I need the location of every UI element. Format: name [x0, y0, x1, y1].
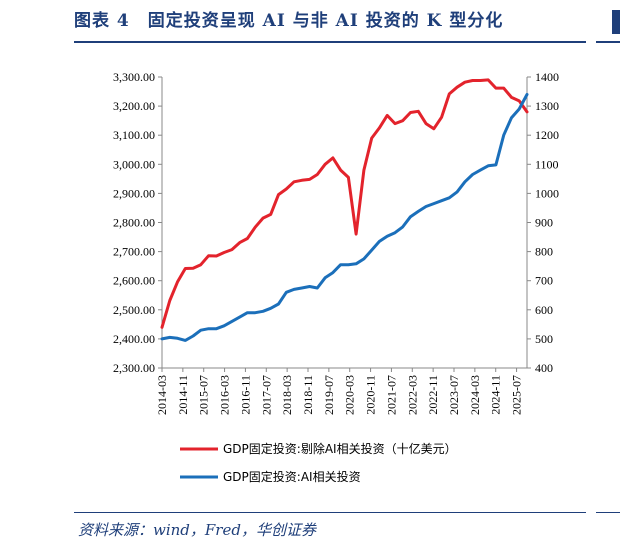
x-tick-label: 2019-07	[322, 375, 336, 415]
right-axis-ticks: 400 500 600 700 800 900 1000 1100 1200 1300 1400	[527, 70, 559, 375]
x-tick-label: 2023-07	[447, 375, 461, 415]
left-tick-label: 2,800.00	[113, 216, 155, 230]
x-tick-label: 2024-03	[468, 375, 482, 415]
footer-divider	[74, 512, 586, 513]
figure-title: 图表 4 固定投资呈现 AI 与非 AI 投资的 K 型分化	[74, 11, 504, 31]
adjacent-panel-mark	[612, 10, 620, 34]
x-tick-label: 2020-11	[364, 375, 378, 415]
left-tick-label: 2,400.00	[113, 332, 155, 346]
left-tick-label: 3,300.00	[113, 70, 155, 84]
chart-legend: GDP固定投资:剔除AI相关投资（十亿美元） GDP固定投资:AI相关投资	[180, 441, 457, 484]
title-divider	[74, 41, 586, 43]
series-lines	[160, 78, 529, 342]
left-tick-label: 2,300.00	[113, 361, 155, 375]
right-tick-label: 900	[535, 216, 553, 230]
x-tick-label: 2014-11	[176, 375, 190, 415]
right-tick-label: 600	[535, 303, 553, 317]
x-tick-label: 2022-11	[426, 375, 440, 415]
left-tick-label: 2,700.00	[113, 245, 155, 259]
left-tick-label: 2,600.00	[113, 274, 155, 288]
legend-label: GDP固定投资:AI相关投资	[223, 469, 361, 484]
left-tick-label: 3,100.00	[113, 128, 155, 142]
x-tick-label: 2018-03	[280, 375, 294, 415]
left-tick-label: 3,000.00	[113, 157, 155, 171]
right-tick-label: 1300	[535, 99, 559, 113]
x-tick-label: 2025-07	[510, 375, 524, 415]
source-note: 资料来源：wind，Fred，华创证券	[78, 521, 316, 539]
x-tick-label: 2022-03	[405, 375, 419, 415]
right-tick-label: 800	[535, 245, 553, 259]
x-tick-label: 2021-07	[384, 375, 398, 415]
left-tick-label: 3,200.00	[113, 99, 155, 113]
x-tick-label: 2024-11	[489, 375, 503, 415]
right-tick-label: 700	[535, 274, 553, 288]
x-tick-label: 2014-03	[155, 375, 169, 415]
x-tick-label: 2015-07	[197, 375, 211, 415]
series-line-non-ai	[160, 78, 529, 329]
left-tick-label: 2,500.00	[113, 303, 155, 317]
adjacent-panel-divider	[596, 41, 620, 43]
legend-label: GDP固定投资:剔除AI相关投资（十亿美元）	[223, 441, 457, 456]
x-tick-label: 2016-11	[238, 375, 252, 415]
left-tick-label: 2,900.00	[113, 186, 155, 200]
right-tick-label: 1100	[535, 157, 559, 171]
adjacent-footer-divider	[596, 512, 620, 513]
left-axis-ticks: 2,300.00 2,400.00 2,500.00 2,600.00 2,700.00…	[113, 70, 162, 375]
right-tick-label: 400	[535, 361, 553, 375]
right-tick-label: 1000	[535, 186, 559, 200]
x-tick-label: 2017-07	[259, 375, 273, 415]
right-tick-label: 1400	[535, 70, 559, 84]
x-tick-label: 2018-11	[301, 375, 315, 415]
series-line-ai	[160, 93, 529, 342]
right-tick-label: 1200	[535, 128, 559, 142]
x-tick-label: 2016-03	[218, 375, 232, 415]
right-tick-label: 500	[535, 332, 553, 346]
chart-axes	[161, 77, 528, 369]
x-tick-label: 2020-03	[343, 375, 357, 415]
x-axis-ticks: 2014-03 2014-11 2015-07 2016-03 2016-11 2017-…	[155, 368, 524, 415]
